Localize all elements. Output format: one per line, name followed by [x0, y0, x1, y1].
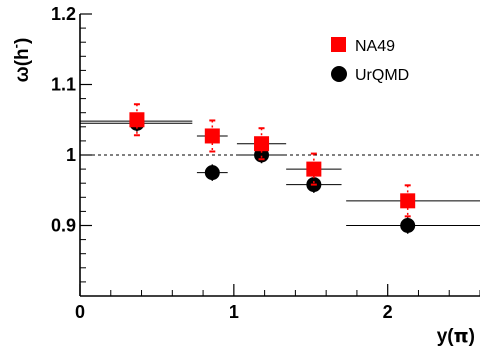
x-axis-title-end: )	[469, 326, 475, 347]
x-axis-title-main: y(	[437, 326, 455, 347]
axis-ticks: 0 1 2 0.9 1 1.1 1.2	[51, 4, 480, 322]
na49-point	[129, 112, 145, 128]
y-axis-title-main: ω(h	[12, 48, 33, 82]
legend-label-urqmd: UrQMD	[355, 67, 409, 84]
data-series	[80, 103, 480, 234]
legend-label-na49: NA49	[355, 38, 395, 55]
x-tick-label: 1	[229, 302, 239, 322]
y-axis-title-end: )	[12, 38, 33, 44]
urqmd-point	[400, 218, 416, 233]
x-tick-label: 0	[75, 302, 85, 322]
y-tick-label: 1.1	[51, 75, 76, 95]
y-tick-label: 0.9	[51, 216, 76, 236]
y-axis-title-sup: -	[8, 44, 23, 48]
na49-point	[204, 128, 220, 144]
y-tick-label: 1.2	[51, 4, 76, 24]
na49-point	[254, 136, 270, 152]
urqmd-point	[204, 165, 220, 181]
na49-point	[400, 193, 416, 209]
legend-marker-na49	[331, 37, 346, 52]
legend: NA49 UrQMD	[331, 37, 409, 84]
na49-point	[306, 161, 322, 177]
x-axis-title: y(π)	[437, 325, 475, 347]
x-axis-title-sym: π	[454, 325, 469, 347]
urqmd-point	[254, 147, 270, 163]
y-axis-title: ω(h-)	[8, 38, 33, 83]
y-tick-label: 1	[66, 145, 76, 165]
x-tick-label: 2	[383, 302, 393, 322]
legend-marker-urqmd	[331, 66, 347, 82]
